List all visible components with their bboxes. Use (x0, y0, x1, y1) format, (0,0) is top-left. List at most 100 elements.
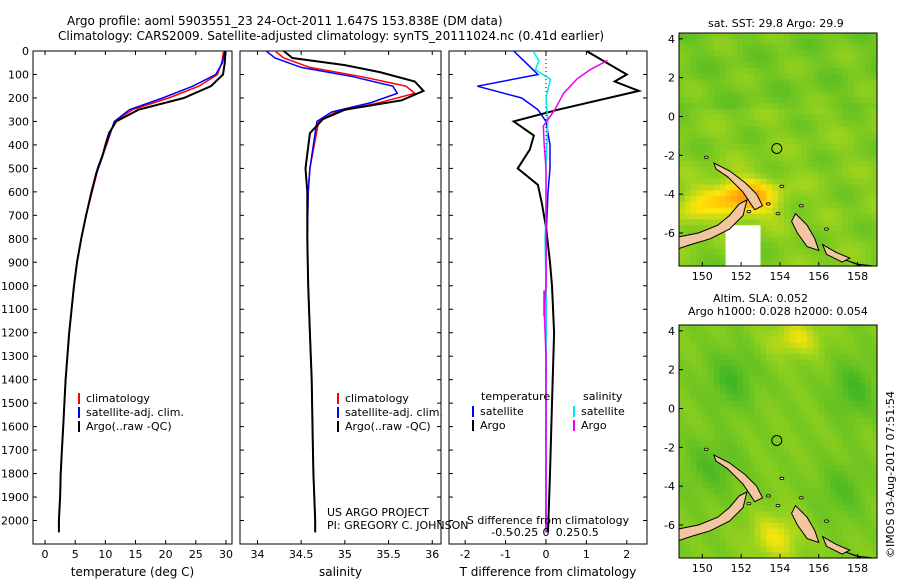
map-cell (743, 523, 750, 530)
map-cell (708, 377, 715, 384)
map-cell (725, 493, 733, 501)
map-cell (865, 325, 872, 332)
map-cell (865, 546, 872, 553)
map-cell (830, 383, 837, 390)
map-cell (748, 56, 756, 63)
map-cell (818, 166, 826, 174)
map-cell (696, 464, 703, 472)
map-cell (812, 213, 820, 220)
map-cell (766, 126, 773, 133)
map-cell (737, 149, 744, 156)
map-cell (760, 184, 767, 191)
map-cell (702, 73, 709, 81)
map-cell (807, 225, 814, 232)
map-cell (778, 178, 785, 186)
map-cell (696, 161, 703, 168)
map-cell (754, 207, 762, 215)
map-cell (690, 207, 698, 215)
map-cell (830, 493, 837, 501)
map-cell (772, 371, 779, 379)
map-cell (725, 429, 733, 437)
sla-map-title-line-2: Argo h1000: 0.028 h2000: 0.054 (688, 305, 868, 318)
map-cell (737, 231, 744, 238)
map-cell (690, 190, 698, 197)
map-cell (807, 248, 814, 255)
map-cell (778, 155, 785, 162)
map-cell (824, 523, 832, 530)
map-cell (830, 219, 837, 226)
map-cell (847, 325, 855, 332)
map-cell (807, 108, 814, 116)
map-cell (807, 91, 814, 98)
map-cell (766, 528, 773, 536)
map-cell (748, 79, 756, 87)
map-cell (871, 348, 878, 355)
map-cell (801, 546, 808, 553)
map-cell (818, 196, 826, 203)
map-cell (725, 359, 733, 367)
map-cell (836, 207, 843, 215)
map-cell (865, 254, 872, 261)
map-cell (795, 528, 802, 536)
map-cell (754, 172, 762, 180)
map-cell (719, 523, 727, 530)
map-cell (865, 365, 872, 373)
map-cell (830, 213, 837, 220)
map-cell (713, 172, 721, 180)
map-cell (847, 260, 855, 267)
map-cell (737, 429, 744, 437)
map-cell (778, 348, 785, 355)
map-cell (847, 178, 855, 186)
map-cell (824, 365, 832, 373)
map-cell (702, 517, 709, 524)
map-cell (690, 325, 698, 332)
map-cell (824, 464, 832, 472)
map-cell (760, 207, 767, 215)
map-cell (760, 383, 767, 390)
map-cell (807, 161, 814, 168)
map-cell (719, 207, 727, 215)
map-cell (853, 435, 861, 443)
map-cell (783, 102, 791, 110)
map-y-tick-label: -2 (664, 149, 675, 162)
map-cell (836, 201, 843, 209)
map-cell (737, 97, 744, 104)
map-cell (748, 219, 756, 226)
map-cell (807, 383, 814, 390)
map-cell (789, 447, 797, 454)
map-cell (865, 155, 872, 162)
map-cell (684, 190, 692, 197)
map-cell (766, 132, 773, 139)
map-cell (847, 464, 855, 472)
map-cell (708, 213, 715, 220)
map-cell (772, 342, 779, 349)
map-cell (748, 85, 756, 92)
map-cell (778, 458, 785, 466)
map-cell (696, 178, 703, 186)
map-cell (801, 213, 808, 220)
map-cell (702, 91, 709, 98)
map-cell (783, 389, 791, 396)
map-cell (842, 260, 849, 267)
map-cell (772, 213, 779, 220)
map-cell (754, 236, 762, 244)
map-cell (684, 365, 692, 373)
map-cell (836, 132, 843, 139)
map-cell (754, 371, 762, 379)
map-cell (871, 359, 878, 367)
map-cell (778, 190, 785, 197)
map-cell (760, 44, 767, 52)
map-cell (754, 359, 762, 367)
map-cell (818, 190, 826, 197)
map-cell (731, 354, 738, 361)
map-cell (807, 406, 814, 413)
map-cell (743, 348, 750, 355)
map-cell (818, 435, 826, 443)
map-cell (754, 552, 762, 559)
map-cell (859, 523, 866, 530)
map-cell (807, 120, 814, 127)
map-cell (842, 248, 849, 255)
map-cell (812, 114, 820, 121)
map-cell (754, 108, 762, 116)
y-tick-label: 700 (8, 209, 29, 222)
